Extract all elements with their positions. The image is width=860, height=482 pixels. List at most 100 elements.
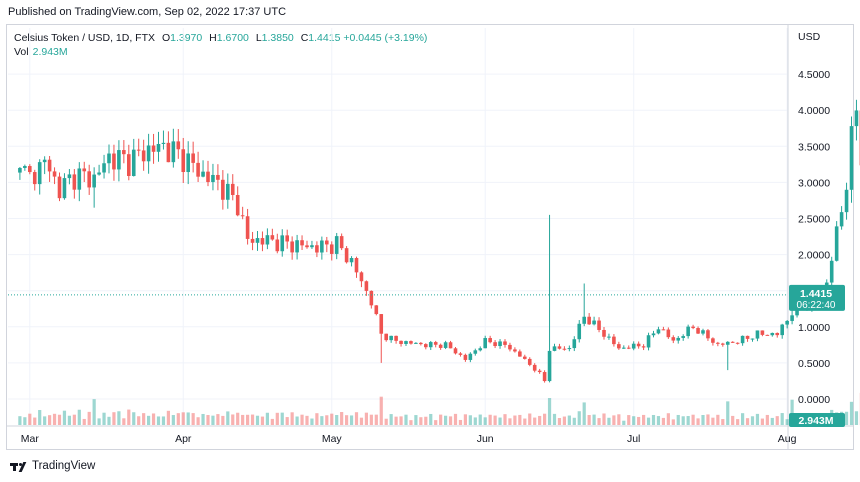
volume-bar	[691, 414, 695, 425]
volume-bar	[444, 415, 448, 425]
volume-bar	[191, 413, 195, 425]
candle-body	[602, 329, 606, 337]
volume-bar	[671, 419, 675, 425]
candle-body	[245, 216, 250, 239]
candle-body	[572, 339, 577, 349]
volume-bar	[434, 420, 438, 425]
volume-bar	[364, 412, 368, 425]
volume-bar	[77, 409, 81, 425]
volume-bar	[582, 402, 586, 425]
volume-bar	[102, 412, 106, 425]
candle-body	[211, 174, 215, 183]
volume-bar	[414, 415, 418, 425]
volume-bar	[503, 414, 507, 425]
candle-body	[854, 110, 859, 127]
candle-body	[532, 364, 537, 371]
volume-bar	[310, 418, 314, 425]
low-label: L	[255, 32, 262, 44]
candle-body	[181, 149, 186, 173]
volume-bar	[87, 411, 91, 425]
volume-bar	[552, 413, 557, 425]
volume-bar	[349, 415, 354, 425]
footer-brand[interactable]: TradingView	[32, 460, 96, 472]
candle-body	[716, 342, 720, 344]
candle-body	[221, 179, 225, 200]
candle-body	[527, 358, 532, 365]
volume-bar	[241, 414, 245, 425]
candle-body	[32, 172, 37, 185]
candle-body	[141, 150, 146, 162]
candle-body	[344, 248, 349, 263]
candle-body	[151, 145, 156, 152]
volume-bar	[176, 413, 180, 425]
volume-bar	[770, 417, 774, 425]
candle-body	[414, 342, 418, 344]
candle-body	[562, 348, 567, 350]
candle-body	[87, 171, 91, 188]
volume-bar	[384, 418, 388, 425]
volume-bar	[572, 417, 576, 425]
volume-bar	[216, 414, 220, 425]
volume-bar	[458, 419, 463, 425]
volume-bar	[354, 412, 359, 425]
candle-body	[473, 350, 478, 354]
volume-bar	[686, 416, 690, 425]
candle-body	[131, 149, 136, 176]
volume-bar	[280, 412, 284, 425]
candle-body	[102, 163, 106, 173]
candle-body	[711, 338, 715, 343]
volume-bar	[419, 417, 423, 425]
candle-body	[404, 341, 408, 344]
volume-bar	[211, 415, 215, 425]
volume-bar	[206, 415, 210, 425]
volume-bar	[161, 416, 166, 425]
candle-body	[478, 348, 483, 351]
volume-bar	[97, 418, 101, 425]
volume-bar	[696, 418, 700, 425]
candle-body	[775, 332, 780, 336]
volume-bar	[483, 417, 487, 425]
candle-body	[310, 245, 314, 248]
volume-bar	[538, 415, 542, 425]
volume-bar	[171, 415, 175, 425]
candle-body	[62, 178, 67, 199]
candle-body	[82, 168, 87, 172]
volume-bar	[651, 414, 656, 425]
volume-bar	[676, 414, 680, 425]
volume-bar	[701, 415, 705, 425]
candle-body	[23, 166, 27, 168]
volume-bar	[726, 401, 730, 425]
candle-body	[295, 240, 299, 253]
x-tick-label: Jul	[627, 433, 640, 445]
volume-bar	[661, 417, 665, 425]
volume-bar	[775, 416, 779, 425]
candle-body	[161, 142, 166, 144]
candle-body	[399, 340, 403, 344]
y-tick-label: 4.0000	[798, 105, 830, 117]
volume-bar	[642, 414, 646, 425]
volume-bar	[290, 412, 294, 425]
volume-bar	[518, 414, 522, 425]
volume-bar	[597, 418, 601, 425]
candle-body	[122, 150, 126, 155]
volume-bar	[587, 415, 591, 425]
volume-bar	[72, 414, 76, 425]
candle-body	[448, 342, 453, 349]
candle-body	[849, 126, 854, 190]
candle-body	[834, 226, 839, 261]
x-tick-label: Mar	[21, 433, 40, 445]
candle-body	[354, 258, 359, 273]
volume-bar	[137, 416, 141, 425]
volume-bar	[359, 417, 364, 425]
volume-bar	[562, 416, 566, 425]
high-value: 1.6700	[216, 32, 249, 44]
volume-bar	[151, 413, 156, 425]
chart-frame	[6, 24, 854, 450]
volume-bar	[523, 418, 527, 425]
volume-bar	[62, 410, 67, 425]
volume-bar	[627, 415, 631, 425]
candle-body	[646, 335, 651, 348]
volume-bar	[736, 419, 740, 425]
volume-bar	[236, 412, 240, 425]
